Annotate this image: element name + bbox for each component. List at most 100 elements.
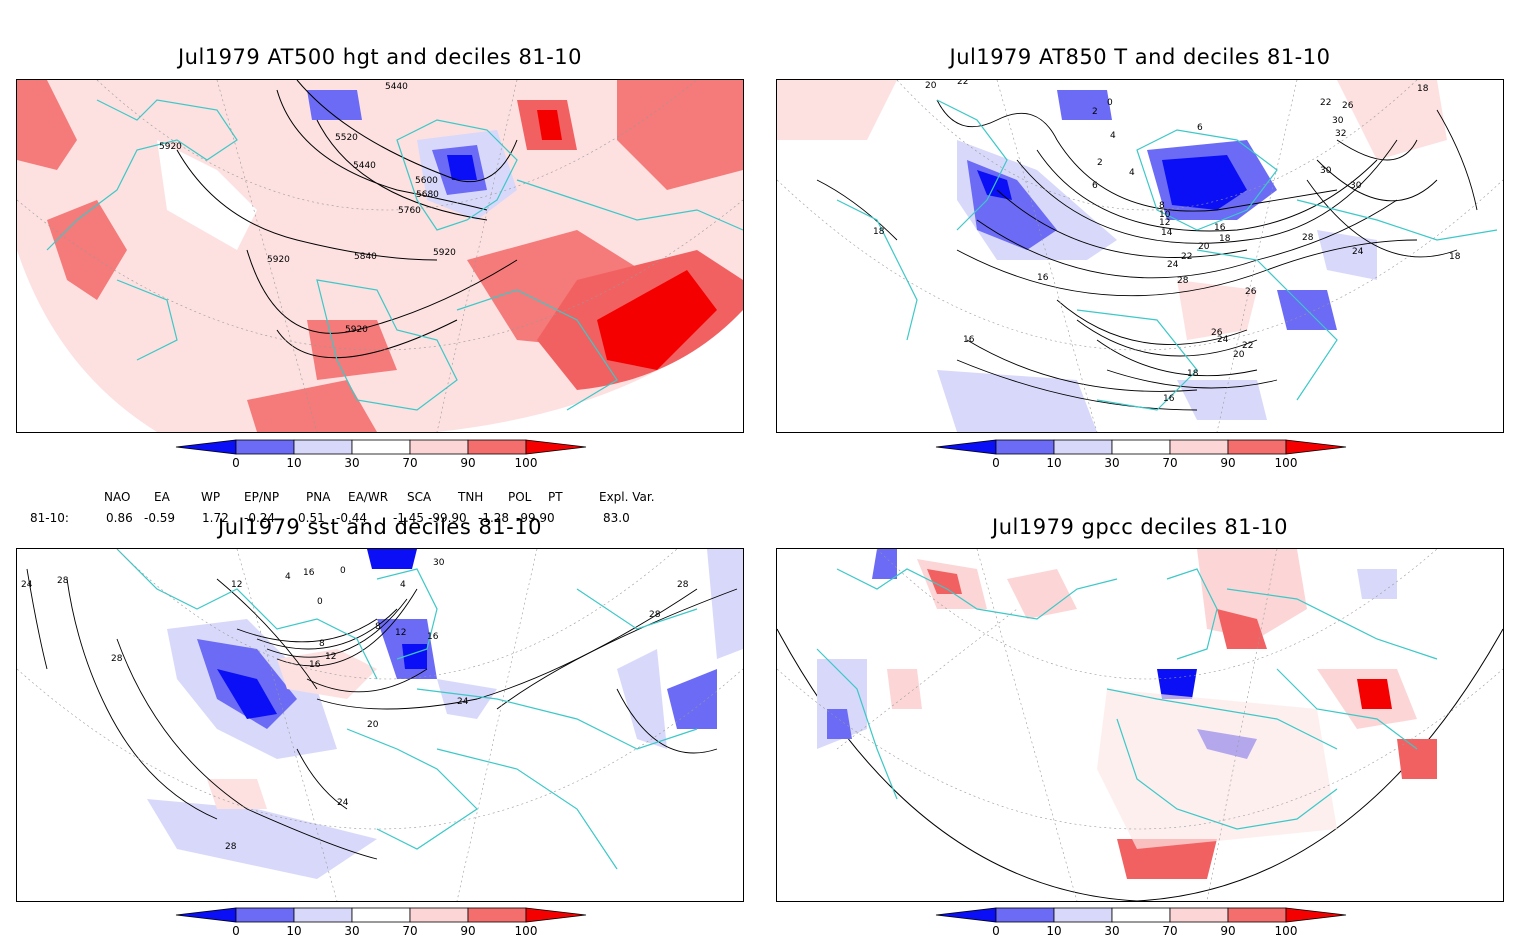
colorbar-swatch [935, 907, 997, 923]
tele-header: EA [154, 490, 171, 504]
colorbar-svg: 0 10 30 70 90 100 [935, 439, 1347, 470]
contour-label: 6 [1197, 123, 1203, 133]
contour-label: 18 [1219, 234, 1231, 244]
contour-label: 6 [1092, 181, 1098, 191]
contour-label: 16 [1163, 394, 1175, 404]
colorbar-svg: 0 10 30 70 90 100 [175, 907, 587, 938]
panel-title-hgt500: Jul1979 AT500 hgt and deciles 81-10 [177, 45, 583, 69]
colorbar-swatch [293, 907, 353, 923]
colorbar-tick-label: 0 [232, 456, 240, 470]
tele-value: -0.59 [144, 511, 175, 525]
anomaly-patch [597, 270, 717, 370]
tele-value: 83.0 [603, 511, 630, 525]
contour-label: 22 [1320, 98, 1331, 108]
tele-header: EP/NP [244, 490, 279, 504]
colorbar-swatch [1111, 907, 1171, 923]
colorbar-t850: 0 10 30 70 90 100 [930, 438, 1350, 472]
contour-label: 24 [1167, 260, 1179, 270]
colorbar-swatch [1285, 439, 1347, 455]
colorbar-swatch [467, 907, 527, 923]
teleconnection-table: NAO EA WP EP/NP PNA EA/WR SCA TNH POL PT… [0, 475, 760, 525]
contour-label: 5520 [335, 133, 358, 143]
contour-label: 32 [1335, 129, 1346, 139]
precip-patch [887, 669, 922, 709]
contour-label: 5840 [354, 252, 377, 262]
colorbar-tick-label: 100 [1275, 456, 1298, 470]
contour-label: 28 [1302, 233, 1314, 243]
colorbar-swatch [235, 907, 295, 923]
colorbar-tick-label: 90 [1220, 924, 1235, 938]
anomaly-patch [247, 380, 377, 432]
colorbar-svg: 0 10 30 70 90 100 [935, 907, 1347, 938]
contour-label: 5680 [416, 190, 439, 200]
precip-patch [827, 709, 852, 739]
colorbar-sst: 0 10 30 70 90 100 [170, 906, 590, 940]
contour-label: 16 [1037, 273, 1049, 283]
contour-label: 24 [457, 697, 469, 707]
anomaly-patch [667, 669, 717, 729]
contour-label: 22 [1242, 341, 1253, 351]
colorbar-tick-label: 30 [1104, 456, 1119, 470]
colorbar-swatch [351, 439, 411, 455]
colorbar-tick-label: 10 [1046, 456, 1061, 470]
tele-header: SCA [407, 490, 432, 504]
map-sst: 24 28 28 12 4 16 0 0 30 4 8 12 16 8 12 1… [17, 549, 743, 901]
colorbar-swatch [1227, 439, 1287, 455]
contour-label: 30 [1350, 181, 1362, 191]
colorbar-tick-label: 10 [1046, 924, 1061, 938]
map-t850: 20 22 0 2 4 2 4 6 6 8 10 12 14 16 18 20 … [777, 80, 1503, 432]
anomaly-patch [277, 649, 377, 699]
anomaly-patch [367, 549, 417, 569]
contour-label: 28 [1177, 276, 1189, 286]
colorbar-swatch [175, 907, 237, 923]
tele-value: -99.90 [516, 511, 555, 525]
contour-label: 12 [1159, 218, 1170, 228]
anomaly-patch [307, 320, 397, 380]
colorbar-hgt500: 0 10 30 70 90 100 [170, 438, 590, 472]
anomaly-patch [157, 140, 257, 250]
contour-label: 12 [231, 580, 242, 590]
contour-label: 4 [1110, 131, 1116, 141]
contour-label: 22 [957, 80, 968, 87]
precip-patch [1357, 569, 1397, 599]
precip-patch [872, 549, 897, 579]
colorbar-tick-label: 100 [515, 456, 538, 470]
precip-patch [1097, 689, 1337, 849]
colorbar-tick-label: 70 [402, 924, 417, 938]
colorbar-tick-label: 30 [344, 924, 359, 938]
colorbar-tick-label: 0 [232, 924, 240, 938]
contour-label: 12 [395, 628, 406, 638]
contour-label: 20 [1198, 242, 1210, 252]
colorbar-swatch [1111, 439, 1171, 455]
colorbar-swatch [995, 907, 1055, 923]
colorbar-swatch [409, 439, 469, 455]
tele-header: Expl. Var. [599, 490, 655, 504]
contour-label: 24 [1352, 247, 1364, 257]
anomaly-patch [147, 799, 377, 879]
anomaly-patch [1177, 280, 1257, 340]
tele-value: 0.51 [298, 511, 325, 525]
colorbar-tick-label: 10 [286, 456, 301, 470]
colorbar-tick-label: 90 [1220, 456, 1235, 470]
colorbar-swatch [1053, 907, 1113, 923]
anomaly-patch [777, 80, 897, 140]
contour-label: 14 [1161, 228, 1173, 238]
map-hgt500: 5440 5440 5520 5600 5680 5760 5840 5920 … [17, 80, 743, 432]
panel-title-t850: Jul1979 AT850 T and deciles 81-10 [949, 45, 1331, 69]
colorbar-swatch [1227, 907, 1287, 923]
precip-patch [1117, 839, 1217, 879]
contour-label: 5600 [415, 176, 438, 186]
colorbar-tick-label: 70 [1162, 456, 1177, 470]
tele-value: -1.45 [393, 511, 424, 525]
precip-patch [927, 569, 962, 594]
colorbar-swatch [293, 439, 353, 455]
tele-value: 0.86 [106, 511, 133, 525]
anomaly-patch [402, 644, 427, 669]
contour-label: 5920 [433, 248, 456, 258]
contour-label: 10 [1159, 210, 1171, 220]
anomaly-patch [1177, 380, 1267, 420]
anomaly-patch [217, 669, 277, 719]
colorbar-tick-label: 0 [992, 924, 1000, 938]
tele-value: -99.90 [428, 511, 467, 525]
colorbar-swatch [525, 907, 587, 923]
